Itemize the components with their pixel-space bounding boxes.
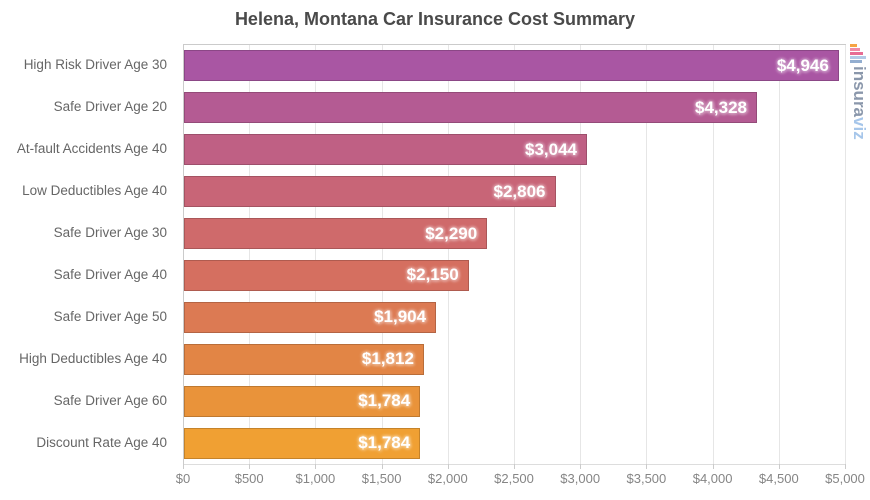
bar-safe-driver-age-50[interactable]: $1,904 xyxy=(184,301,437,333)
logo-bar xyxy=(850,44,857,47)
x-tick-mark xyxy=(580,464,582,469)
bar-row: $1,812 xyxy=(184,338,846,380)
bar-safe-driver-age-40[interactable]: $2,150 xyxy=(184,259,469,291)
category-label: High Deductibles Age 40 xyxy=(19,350,167,366)
watermark-brand-prefix: insura xyxy=(850,66,869,118)
logo-bar xyxy=(850,60,862,63)
gridline xyxy=(712,45,714,464)
x-tick-mark xyxy=(447,464,449,469)
bar-high-deductibles-age-40[interactable]: $1,812 xyxy=(184,343,424,375)
insuraviz-logo-icon xyxy=(850,44,866,63)
x-tick-label: $500 xyxy=(234,471,264,486)
bar-value-label: $3,044 xyxy=(525,139,578,159)
watermark: insuraviz xyxy=(848,44,869,140)
x-tick-mark xyxy=(845,464,846,469)
watermark-brand: insuraviz xyxy=(850,66,869,140)
bar-row: $4,328 xyxy=(184,87,846,129)
bar-row: $1,904 xyxy=(184,296,846,338)
category-label: Safe Driver Age 20 xyxy=(53,99,167,115)
x-tick-label: $4,000 xyxy=(692,471,733,486)
category-label: Safe Driver Age 50 xyxy=(53,308,167,324)
category-label: Safe Driver Age 40 xyxy=(53,266,167,282)
x-tick-mark xyxy=(514,464,515,469)
x-tick-label: $3,000 xyxy=(560,471,601,486)
category-label: At-fault Accidents Age 40 xyxy=(16,141,167,157)
gridline xyxy=(249,45,251,464)
bar-value-label: $1,904 xyxy=(374,307,427,327)
category-label: High Risk Driver Age 30 xyxy=(23,57,167,73)
x-tick-label: $3,500 xyxy=(626,471,667,486)
gridline xyxy=(646,45,648,464)
watermark-brand-suffix: viz xyxy=(850,117,869,140)
bar-discount-rate-age-40[interactable]: $1,784 xyxy=(184,427,421,459)
logo-bar xyxy=(850,52,863,55)
bar-safe-driver-age-60[interactable]: $1,784 xyxy=(184,385,421,417)
bar-value-label: $2,290 xyxy=(425,223,478,243)
bar-at-fault-accidents-age-40[interactable]: $3,044 xyxy=(184,134,588,166)
x-tick-label: $2,500 xyxy=(494,471,534,486)
x-tick-mark xyxy=(381,464,383,469)
category-axis: High Risk Driver Age 30 Safe Driver Age 2… xyxy=(0,44,176,463)
logo-bar xyxy=(850,48,860,51)
bar-row: $1,784 xyxy=(184,422,846,464)
bar-value-label: $4,946 xyxy=(776,55,829,75)
bar-row: $2,290 xyxy=(184,213,846,255)
x-tick-label: $2,000 xyxy=(427,471,468,486)
bar-row: $2,806 xyxy=(184,171,846,213)
gridline xyxy=(778,45,780,464)
gridline xyxy=(381,45,383,464)
bar-value-label: $1,784 xyxy=(358,391,411,411)
gridline xyxy=(447,45,449,464)
bar-high-risk-driver-age-30[interactable]: $4,946 xyxy=(184,50,839,82)
bar-value-label: $1,784 xyxy=(358,433,411,453)
x-tick-label: $5,000 xyxy=(825,471,865,486)
x-tick-label: $4,500 xyxy=(758,471,799,486)
gridline xyxy=(580,45,582,464)
x-axis: $0 $500 $1,000 $1,500 $2,000 $2,500 $3,000 $3,5… xyxy=(176,464,865,496)
x-tick-label: $1,500 xyxy=(361,471,402,486)
bar-row: $1,784 xyxy=(184,380,846,422)
x-tick-mark xyxy=(249,464,251,469)
x-tick-mark xyxy=(183,464,184,469)
x-tick-mark xyxy=(315,464,317,469)
bar-low-deductibles-age-40[interactable]: $2,806 xyxy=(184,176,556,208)
bar-row: $4,946 xyxy=(184,45,846,87)
bar-value-label: $1,812 xyxy=(361,349,414,369)
category-label: Discount Rate Age 40 xyxy=(36,434,167,450)
gridline xyxy=(845,45,846,464)
chart-title: Helena, Montana Car Insurance Cost Summa… xyxy=(234,9,636,29)
bar-value-label: $2,150 xyxy=(406,265,459,285)
x-tick-label: $0 xyxy=(175,471,191,486)
bar-row: $2,150 xyxy=(184,255,846,297)
bar-safe-driver-age-30[interactable]: $2,290 xyxy=(184,218,488,250)
bar-row: $3,044 xyxy=(184,129,846,171)
gridline xyxy=(315,45,317,464)
x-tick-mark xyxy=(712,464,714,469)
bar-rows: $4,946 $4,328 $3,044 $2,806 $2,290 $2,150 $1,9… xyxy=(184,45,846,464)
logo-bar xyxy=(850,56,866,59)
category-label: Low Deductibles Age 40 xyxy=(22,183,167,199)
gridline xyxy=(514,45,515,464)
category-label: Safe Driver Age 60 xyxy=(53,392,167,408)
x-tick-label: $1,000 xyxy=(295,471,336,486)
bar-safe-driver-age-20[interactable]: $4,328 xyxy=(184,92,758,124)
bar-value-label: $4,328 xyxy=(695,97,748,117)
x-tick-mark xyxy=(646,464,648,469)
x-tick-mark xyxy=(778,464,780,469)
category-label: Safe Driver Age 30 xyxy=(53,225,167,241)
plot-area: $4,946 $4,328 $3,044 $2,806 $2,290 $2,150 $1,9… xyxy=(183,44,846,465)
bar-value-label: $2,806 xyxy=(493,181,546,201)
